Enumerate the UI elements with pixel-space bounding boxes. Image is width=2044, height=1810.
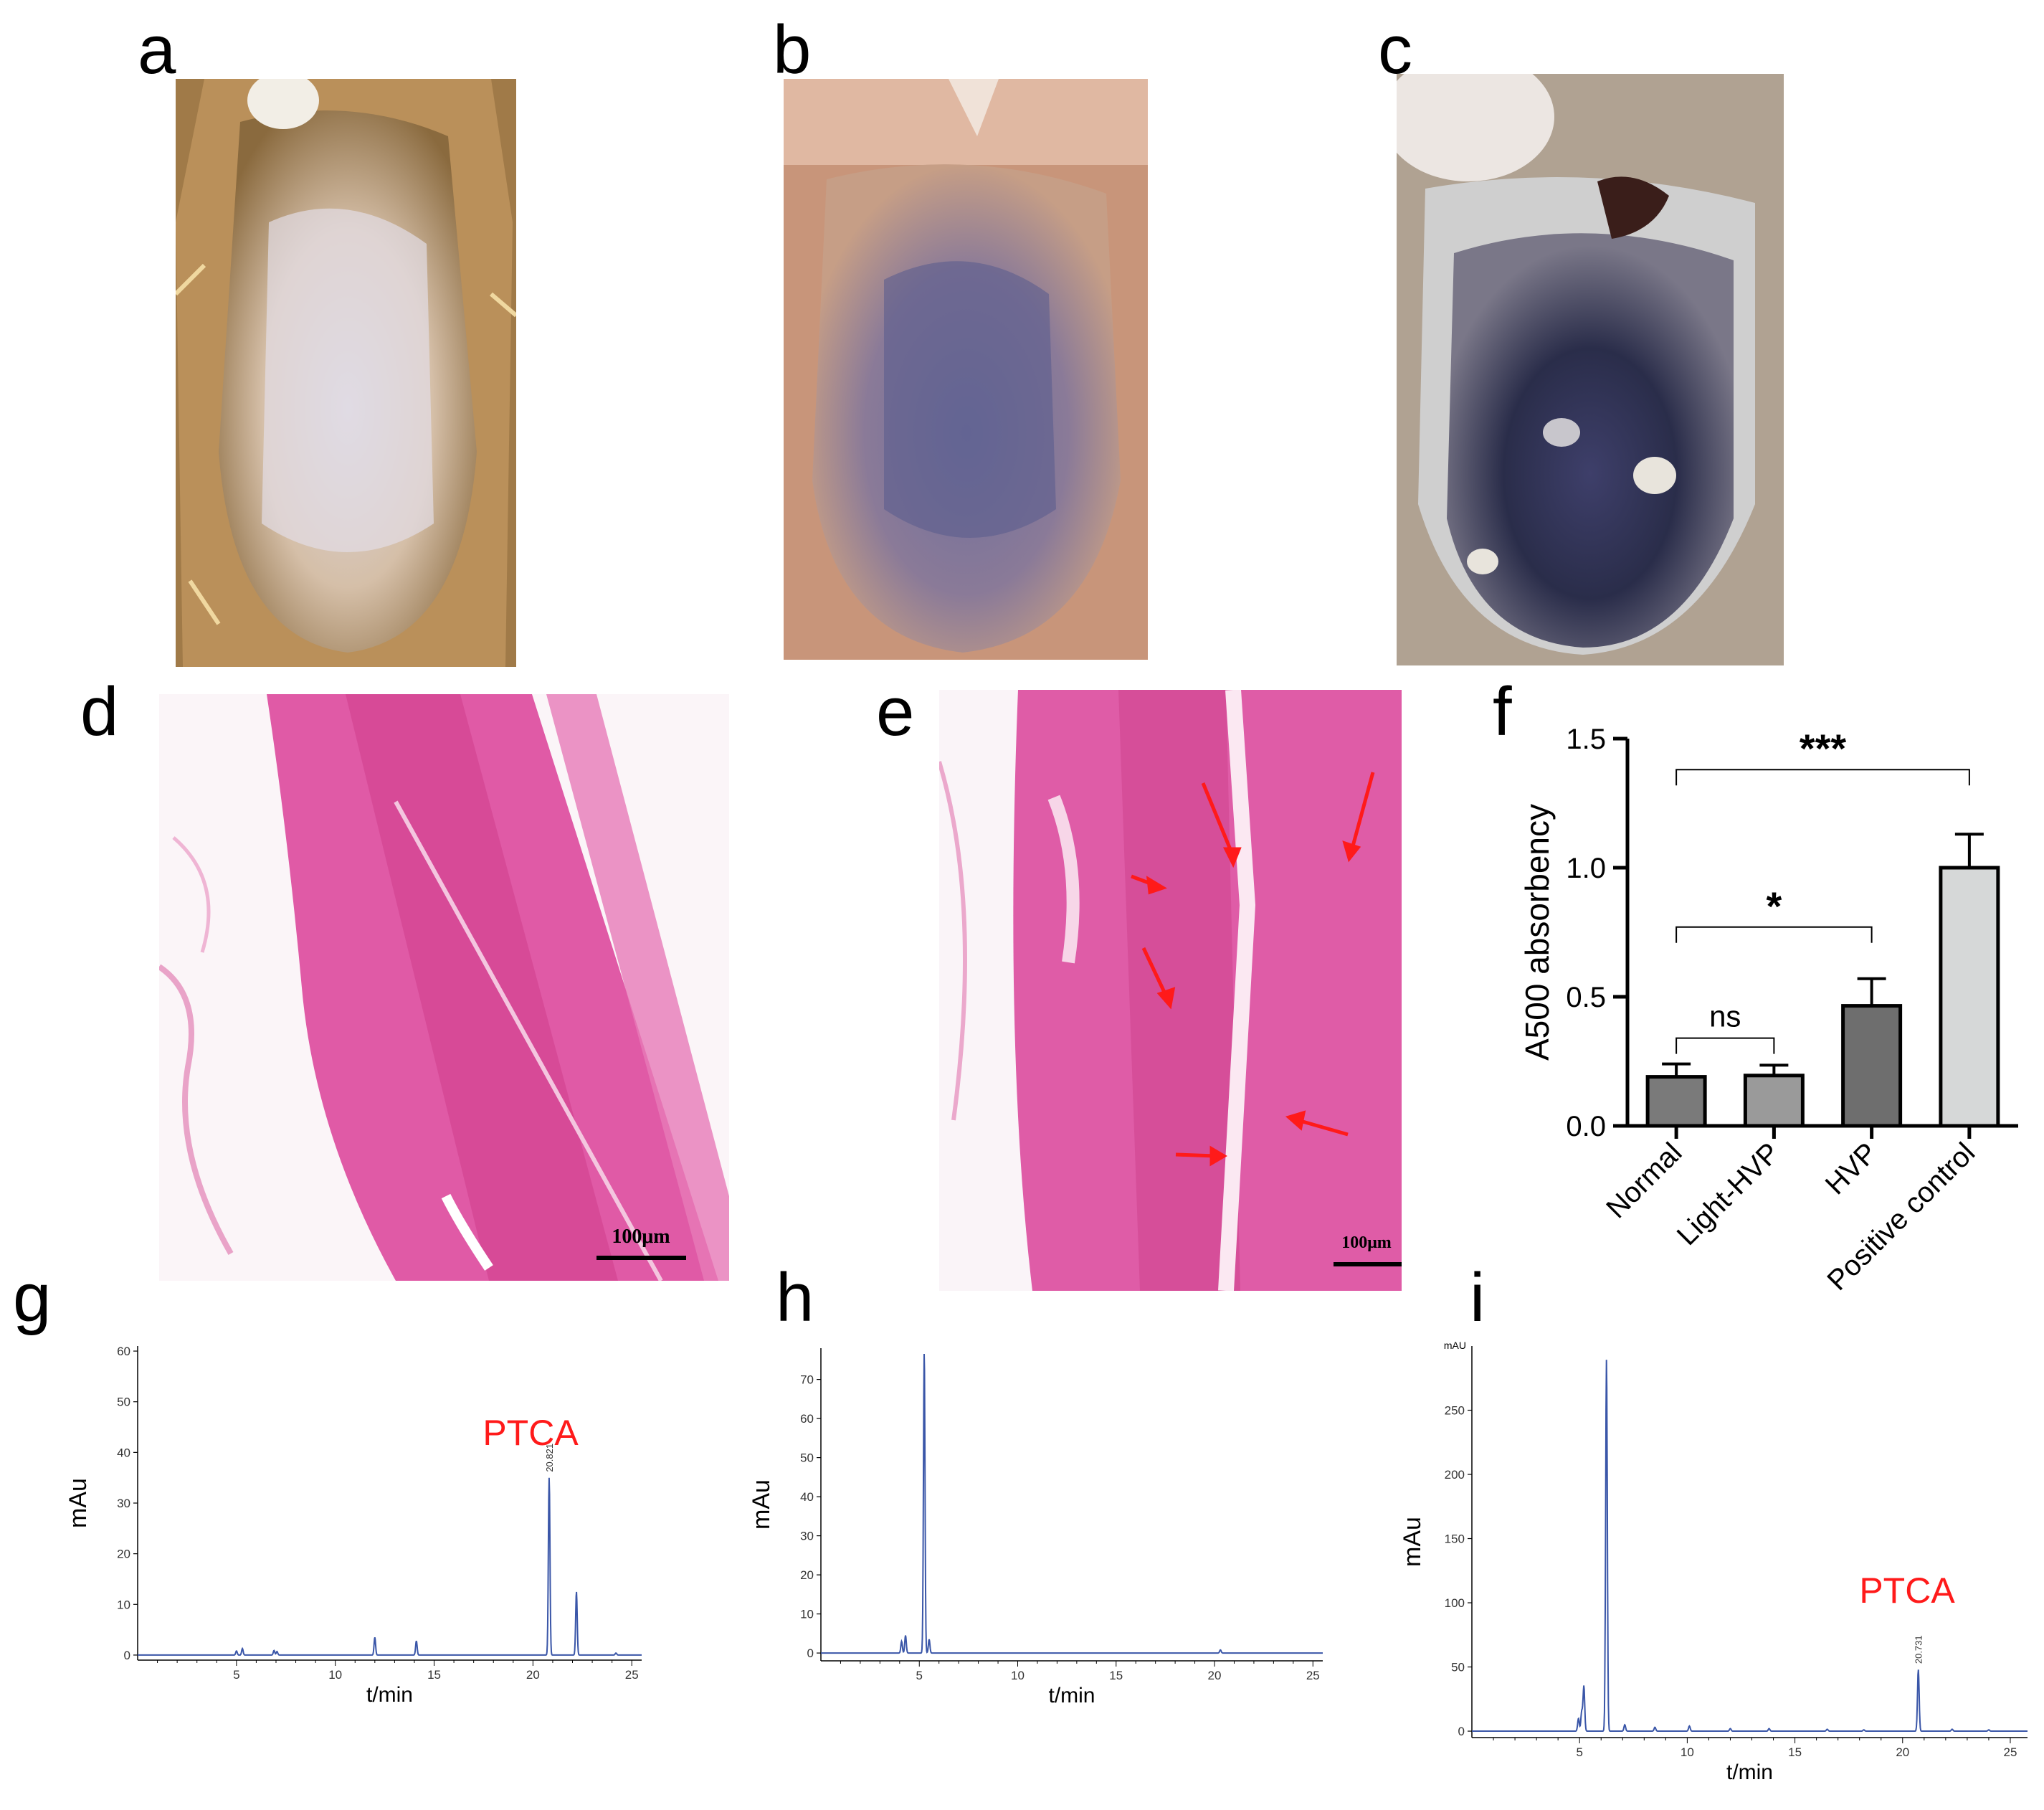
bar — [1939, 866, 2000, 1128]
y-tick-label: 70 — [800, 1373, 814, 1387]
x-tick-label: Normal — [1600, 1137, 1688, 1224]
x-tick-label: 15 — [427, 1668, 441, 1682]
y-axis-title: mAu — [748, 1479, 775, 1530]
peak-retention-label: 20.731 — [1914, 1635, 1924, 1664]
y-tick-label: 200 — [1445, 1468, 1465, 1482]
ptca-annotation: PTCA — [1859, 1570, 1955, 1611]
y-tick-label: 0 — [807, 1646, 814, 1660]
scale-bar-label-d: 100μm — [612, 1226, 670, 1248]
panel-label-e: e — [876, 673, 915, 750]
panel-label-g: g — [13, 1259, 52, 1336]
bar — [1743, 1074, 1805, 1128]
x-tick-label: 5 — [233, 1668, 239, 1682]
x-tick-label: 15 — [1788, 1745, 1802, 1759]
y-tick-label: 10 — [800, 1608, 814, 1621]
y-tick-label: 30 — [800, 1530, 814, 1543]
y-tick-label: 50 — [1451, 1661, 1465, 1674]
scale-bar-label-e: 100μm — [1341, 1233, 1392, 1252]
y-tick-label: 100 — [1445, 1596, 1465, 1610]
y-tick-label: 1.0 — [1566, 853, 1606, 884]
y-tick-label: 150 — [1445, 1532, 1465, 1546]
x-tick-label: 15 — [1109, 1669, 1123, 1682]
x-tick-label: 20 — [526, 1668, 540, 1682]
chromatogram-trace — [138, 1477, 642, 1656]
histology-image-d: 100μm — [159, 694, 729, 1281]
y-tick-label: 40 — [117, 1446, 130, 1459]
y-tick-label: 0.5 — [1566, 982, 1606, 1013]
x-tick-label: 10 — [1681, 1745, 1694, 1759]
panel-label-a: a — [138, 11, 176, 88]
arrow-annotations-e — [1131, 772, 1375, 1167]
x-tick-label: HVP — [1820, 1137, 1883, 1200]
significance-bracket — [1675, 1037, 1775, 1054]
panel-label-c: c — [1378, 11, 1412, 88]
x-axis-title: t/min — [1726, 1761, 1773, 1784]
y-tick-label: 20 — [117, 1548, 130, 1561]
x-tick-label: Light-HVP — [1671, 1137, 1786, 1251]
significance-label: *** — [1800, 726, 1847, 771]
y-tick-label: 0 — [1458, 1725, 1465, 1738]
photo-a — [176, 79, 516, 667]
chromatogram-h: 0 10 20 30 40 50 60 70 5 10 15 20 25 t/min mAu — [748, 1348, 1323, 1707]
y-axis-title: A500 absorbency — [1518, 804, 1556, 1061]
y-tick-label: 1.5 — [1566, 724, 1606, 755]
x-axis-title: t/min — [366, 1683, 413, 1707]
bar — [1645, 1075, 1707, 1128]
significance-label: ns — [1709, 1000, 1741, 1033]
panel-label-i: i — [1470, 1259, 1486, 1336]
x-tick-label: 25 — [2004, 1745, 2017, 1759]
x-tick-label: 5 — [916, 1669, 923, 1682]
significance-bracket — [1675, 926, 1873, 943]
chromatogram-i: 0 50 100 150 200 250 5 10 15 20 25 t/min mAu mAU 20.73… — [1399, 1340, 2028, 1784]
y-tick-label: 60 — [800, 1412, 814, 1426]
bar-chart-f: 0.0 0.5 1.0 1.5 A500 absorbency NormalLight-H… — [1518, 724, 2018, 1297]
y-tick-label: 0 — [124, 1649, 130, 1662]
significance-bracket — [1675, 769, 1970, 786]
panel-label-f: f — [1493, 673, 1512, 750]
y-tick-label: 20 — [800, 1568, 814, 1582]
y-tick-label: 50 — [800, 1451, 814, 1465]
histology-image-e: 100μm — [939, 690, 1402, 1291]
significance-label: * — [1766, 883, 1782, 929]
panel-label-d: d — [80, 673, 119, 750]
y-tick-label: 250 — [1445, 1404, 1465, 1418]
x-tick-label: 25 — [625, 1668, 639, 1682]
y-axis-title: mAu — [65, 1478, 92, 1528]
x-tick-label: 10 — [328, 1668, 342, 1682]
panel-label-h: h — [776, 1259, 814, 1336]
x-axis-title: t/min — [1048, 1684, 1095, 1707]
y-axis-title: mAu — [1399, 1517, 1426, 1567]
panel-label-b: b — [773, 11, 812, 88]
x-tick-label: 5 — [1576, 1745, 1582, 1759]
x-tick-label: 25 — [1306, 1669, 1320, 1682]
y-tick-label: 60 — [117, 1345, 130, 1358]
bar — [1841, 1004, 1903, 1128]
chromatogram-trace — [821, 1353, 1323, 1654]
photo-c — [1397, 74, 1784, 665]
y-tick-label: 40 — [800, 1490, 814, 1504]
x-tick-label: 20 — [1208, 1669, 1222, 1682]
y-unit-label: mAU — [1444, 1340, 1466, 1351]
x-tick-label: 20 — [1896, 1745, 1909, 1759]
x-tick-label: 10 — [1011, 1669, 1025, 1682]
y-tick-label: 30 — [117, 1497, 130, 1510]
y-tick-label: 0.0 — [1566, 1111, 1606, 1142]
peak-retention-label: 20.821 — [544, 1444, 555, 1472]
chromatogram-trace — [1472, 1360, 2028, 1732]
y-tick-label: 50 — [117, 1396, 130, 1409]
y-tick-label: 10 — [117, 1598, 130, 1611]
ptca-annotation: PTCA — [483, 1413, 579, 1453]
photo-b — [784, 79, 1148, 660]
